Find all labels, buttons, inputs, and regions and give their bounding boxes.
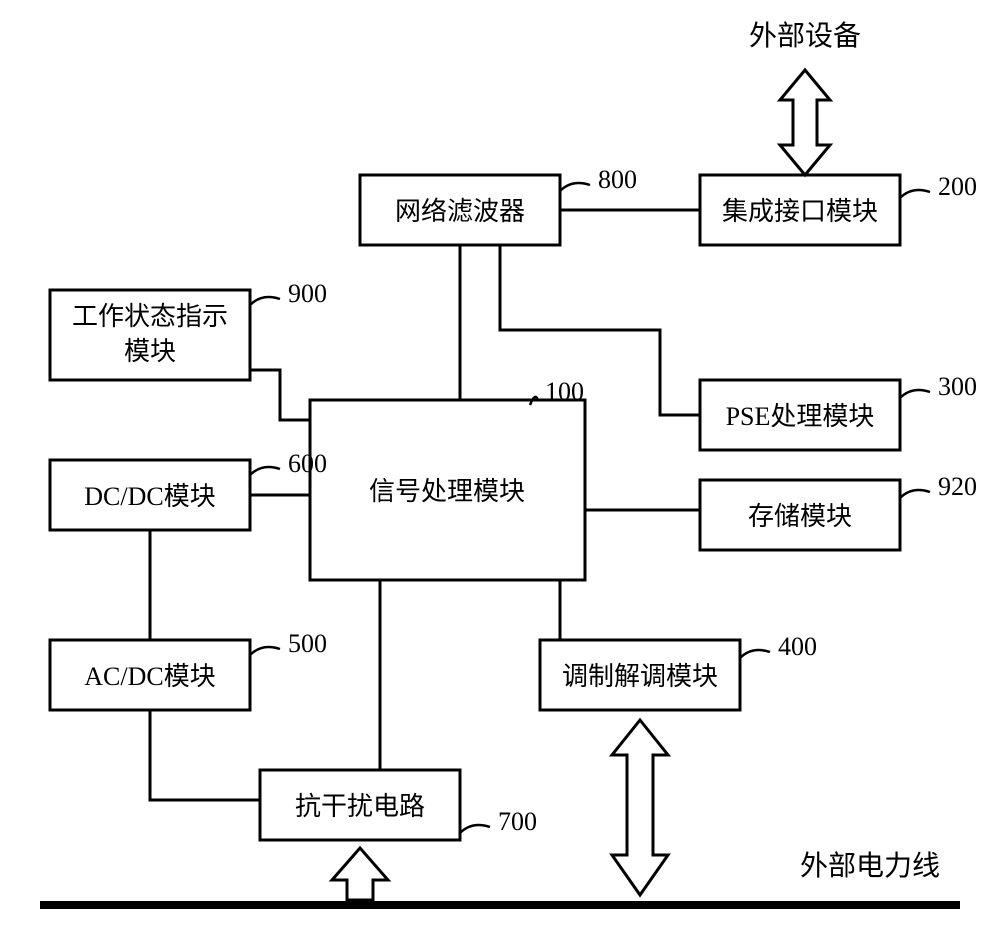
callout-200: 200 <box>938 172 977 201</box>
callout-900: 900 <box>288 279 327 308</box>
node-anti-interference: 抗干扰电路 <box>260 770 460 840</box>
node-800-label: 网络滤波器 <box>395 197 525 226</box>
node-storage: 存储模块 <box>700 480 900 550</box>
node-modem: 调制解调模块 <box>540 640 740 710</box>
double-arrow-bottom <box>612 720 668 895</box>
node-dcdc: DC/DC模块 <box>50 460 250 530</box>
node-200-label: 集成接口模块 <box>722 197 878 226</box>
external-power-label: 外部电力线 <box>800 850 940 882</box>
callout-800: 800 <box>598 165 637 194</box>
node-600-label: DC/DC模块 <box>84 482 215 511</box>
node-signal-processing: 信号处理模块 <box>310 400 585 580</box>
node-900-label1: 工作状态指示 <box>72 302 228 331</box>
external-device-label: 外部设备 <box>749 20 861 52</box>
callout-920: 920 <box>938 472 977 501</box>
node-300-label: PSE处理模块 <box>726 402 875 431</box>
double-arrow-top <box>780 70 830 175</box>
callout-100: 100 <box>545 377 584 406</box>
callout-700: 700 <box>498 807 537 836</box>
node-900-label2: 模块 <box>124 337 176 366</box>
node-status-indicator: 工作状态指示 模块 <box>50 290 250 380</box>
node-700-label: 抗干扰电路 <box>295 792 425 821</box>
node-acdc: AC/DC模块 <box>50 640 250 710</box>
callout-500: 500 <box>288 629 327 658</box>
node-500-label: AC/DC模块 <box>84 662 215 691</box>
node-network-filter: 网络滤波器 <box>360 175 560 245</box>
callout-600: 600 <box>288 449 327 478</box>
node-400-label: 调制解调模块 <box>562 662 718 691</box>
node-100-label: 信号处理模块 <box>369 477 525 506</box>
callout-300: 300 <box>938 372 977 401</box>
callout-400: 400 <box>778 632 817 661</box>
node-pse-processing: PSE处理模块 <box>700 380 900 450</box>
single-arrow-up <box>332 848 388 900</box>
node-integrated-interface: 集成接口模块 <box>700 175 900 245</box>
node-920-label: 存储模块 <box>748 502 852 531</box>
